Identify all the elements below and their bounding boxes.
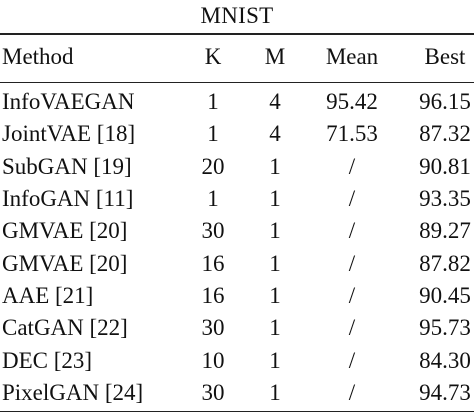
results-table-body: InfoVAEGAN 1 4 95.42 96.15 JointVAE [18] 1 4 71.…	[0, 86, 474, 409]
cell-k: 1	[207, 121, 219, 147]
table-row: AAE [21] 16 1 / 90.45	[0, 280, 474, 312]
cell-best: 96.15	[419, 89, 471, 115]
cell-best: 87.82	[419, 250, 471, 276]
cell-k: 30	[201, 218, 225, 244]
results-table: InfoVAEGAN 1 4 95.42 96.15 JointVAE [18] 1 4 71.…	[0, 86, 474, 409]
table-row: CatGAN [22] 30 1 / 95.73	[0, 312, 474, 344]
table-row: SubGAN [19] 20 1 / 90.81	[0, 151, 474, 183]
cell-mean: /	[348, 250, 356, 276]
table-title: MNIST	[200, 3, 274, 28]
table-row: GMVAE [20] 16 1 / 87.82	[0, 247, 474, 279]
cell-mean: /	[348, 315, 356, 341]
table-row: InfoGAN [11] 1 1 / 93.35	[0, 183, 474, 215]
cell-m: 1	[269, 218, 281, 244]
cell-method: InfoGAN [11]	[2, 186, 134, 212]
table-row: PixelGAN [24] 30 1 / 94.73	[0, 377, 474, 409]
cell-method: InfoVAEGAN	[2, 89, 135, 115]
cell-mean: /	[348, 186, 356, 212]
cell-k: 10	[201, 347, 225, 373]
cell-k: 1	[207, 186, 219, 212]
cell-k: 30	[201, 315, 225, 341]
cell-best: 89.27	[419, 218, 471, 244]
cell-mean: 71.53	[326, 121, 378, 147]
cell-m: 1	[269, 282, 281, 308]
cell-m: 1	[269, 250, 281, 276]
cell-m: 1	[269, 379, 281, 405]
cell-mean: /	[348, 282, 356, 308]
cell-best: 84.30	[419, 347, 471, 373]
cell-m: 1	[269, 153, 281, 179]
cell-best: 93.35	[419, 186, 471, 212]
cell-method: GMVAE [20]	[2, 250, 128, 276]
table-row: GMVAE [20] 30 1 / 89.27	[0, 215, 474, 247]
cell-m: 1	[269, 186, 281, 212]
column-header-method: Method	[2, 44, 74, 69]
cell-best: 90.81	[419, 153, 471, 179]
cell-method: AAE [21]	[2, 282, 94, 308]
cell-method: PixelGAN [24]	[2, 379, 144, 405]
cell-mean: /	[348, 153, 356, 179]
cell-mean: /	[348, 218, 356, 244]
cell-method: CatGAN [22]	[2, 315, 128, 341]
top-rule	[0, 33, 474, 35]
cell-m: 1	[269, 315, 281, 341]
header-row: Method K M Mean Best	[0, 36, 474, 78]
cell-best: 95.73	[419, 315, 471, 341]
cell-mean: 95.42	[326, 89, 378, 115]
cell-k: 30	[201, 379, 225, 405]
cell-mean: /	[348, 347, 356, 373]
header-rule	[0, 82, 474, 83]
column-header-best: Best	[424, 44, 466, 69]
cell-mean: /	[348, 379, 356, 405]
cell-best: 94.73	[419, 379, 471, 405]
column-header-mean: Mean	[325, 44, 379, 69]
cell-m: 4	[269, 89, 281, 115]
cell-k: 1	[207, 89, 219, 115]
cell-method: SubGAN [19]	[2, 153, 132, 179]
table-row: DEC [23] 10 1 / 84.30	[0, 344, 474, 376]
table-row: InfoVAEGAN 1 4 95.42 96.15	[0, 86, 474, 118]
column-header-m: M	[264, 44, 286, 69]
table-row: JointVAE [18] 1 4 71.53 87.32	[0, 118, 474, 150]
cell-k: 16	[201, 250, 225, 276]
cell-m: 4	[269, 121, 281, 147]
cell-best: 90.45	[419, 282, 471, 308]
cell-method: JointVAE [18]	[2, 121, 136, 147]
results-table-header: Method K M Mean Best	[0, 36, 474, 78]
cell-m: 1	[269, 347, 281, 373]
cell-best: 87.32	[419, 121, 471, 147]
cell-k: 20	[201, 153, 225, 179]
cell-method: DEC [23]	[2, 347, 93, 373]
cell-method: GMVAE [20]	[2, 218, 128, 244]
column-header-k: K	[204, 44, 222, 69]
cell-k: 16	[201, 282, 225, 308]
